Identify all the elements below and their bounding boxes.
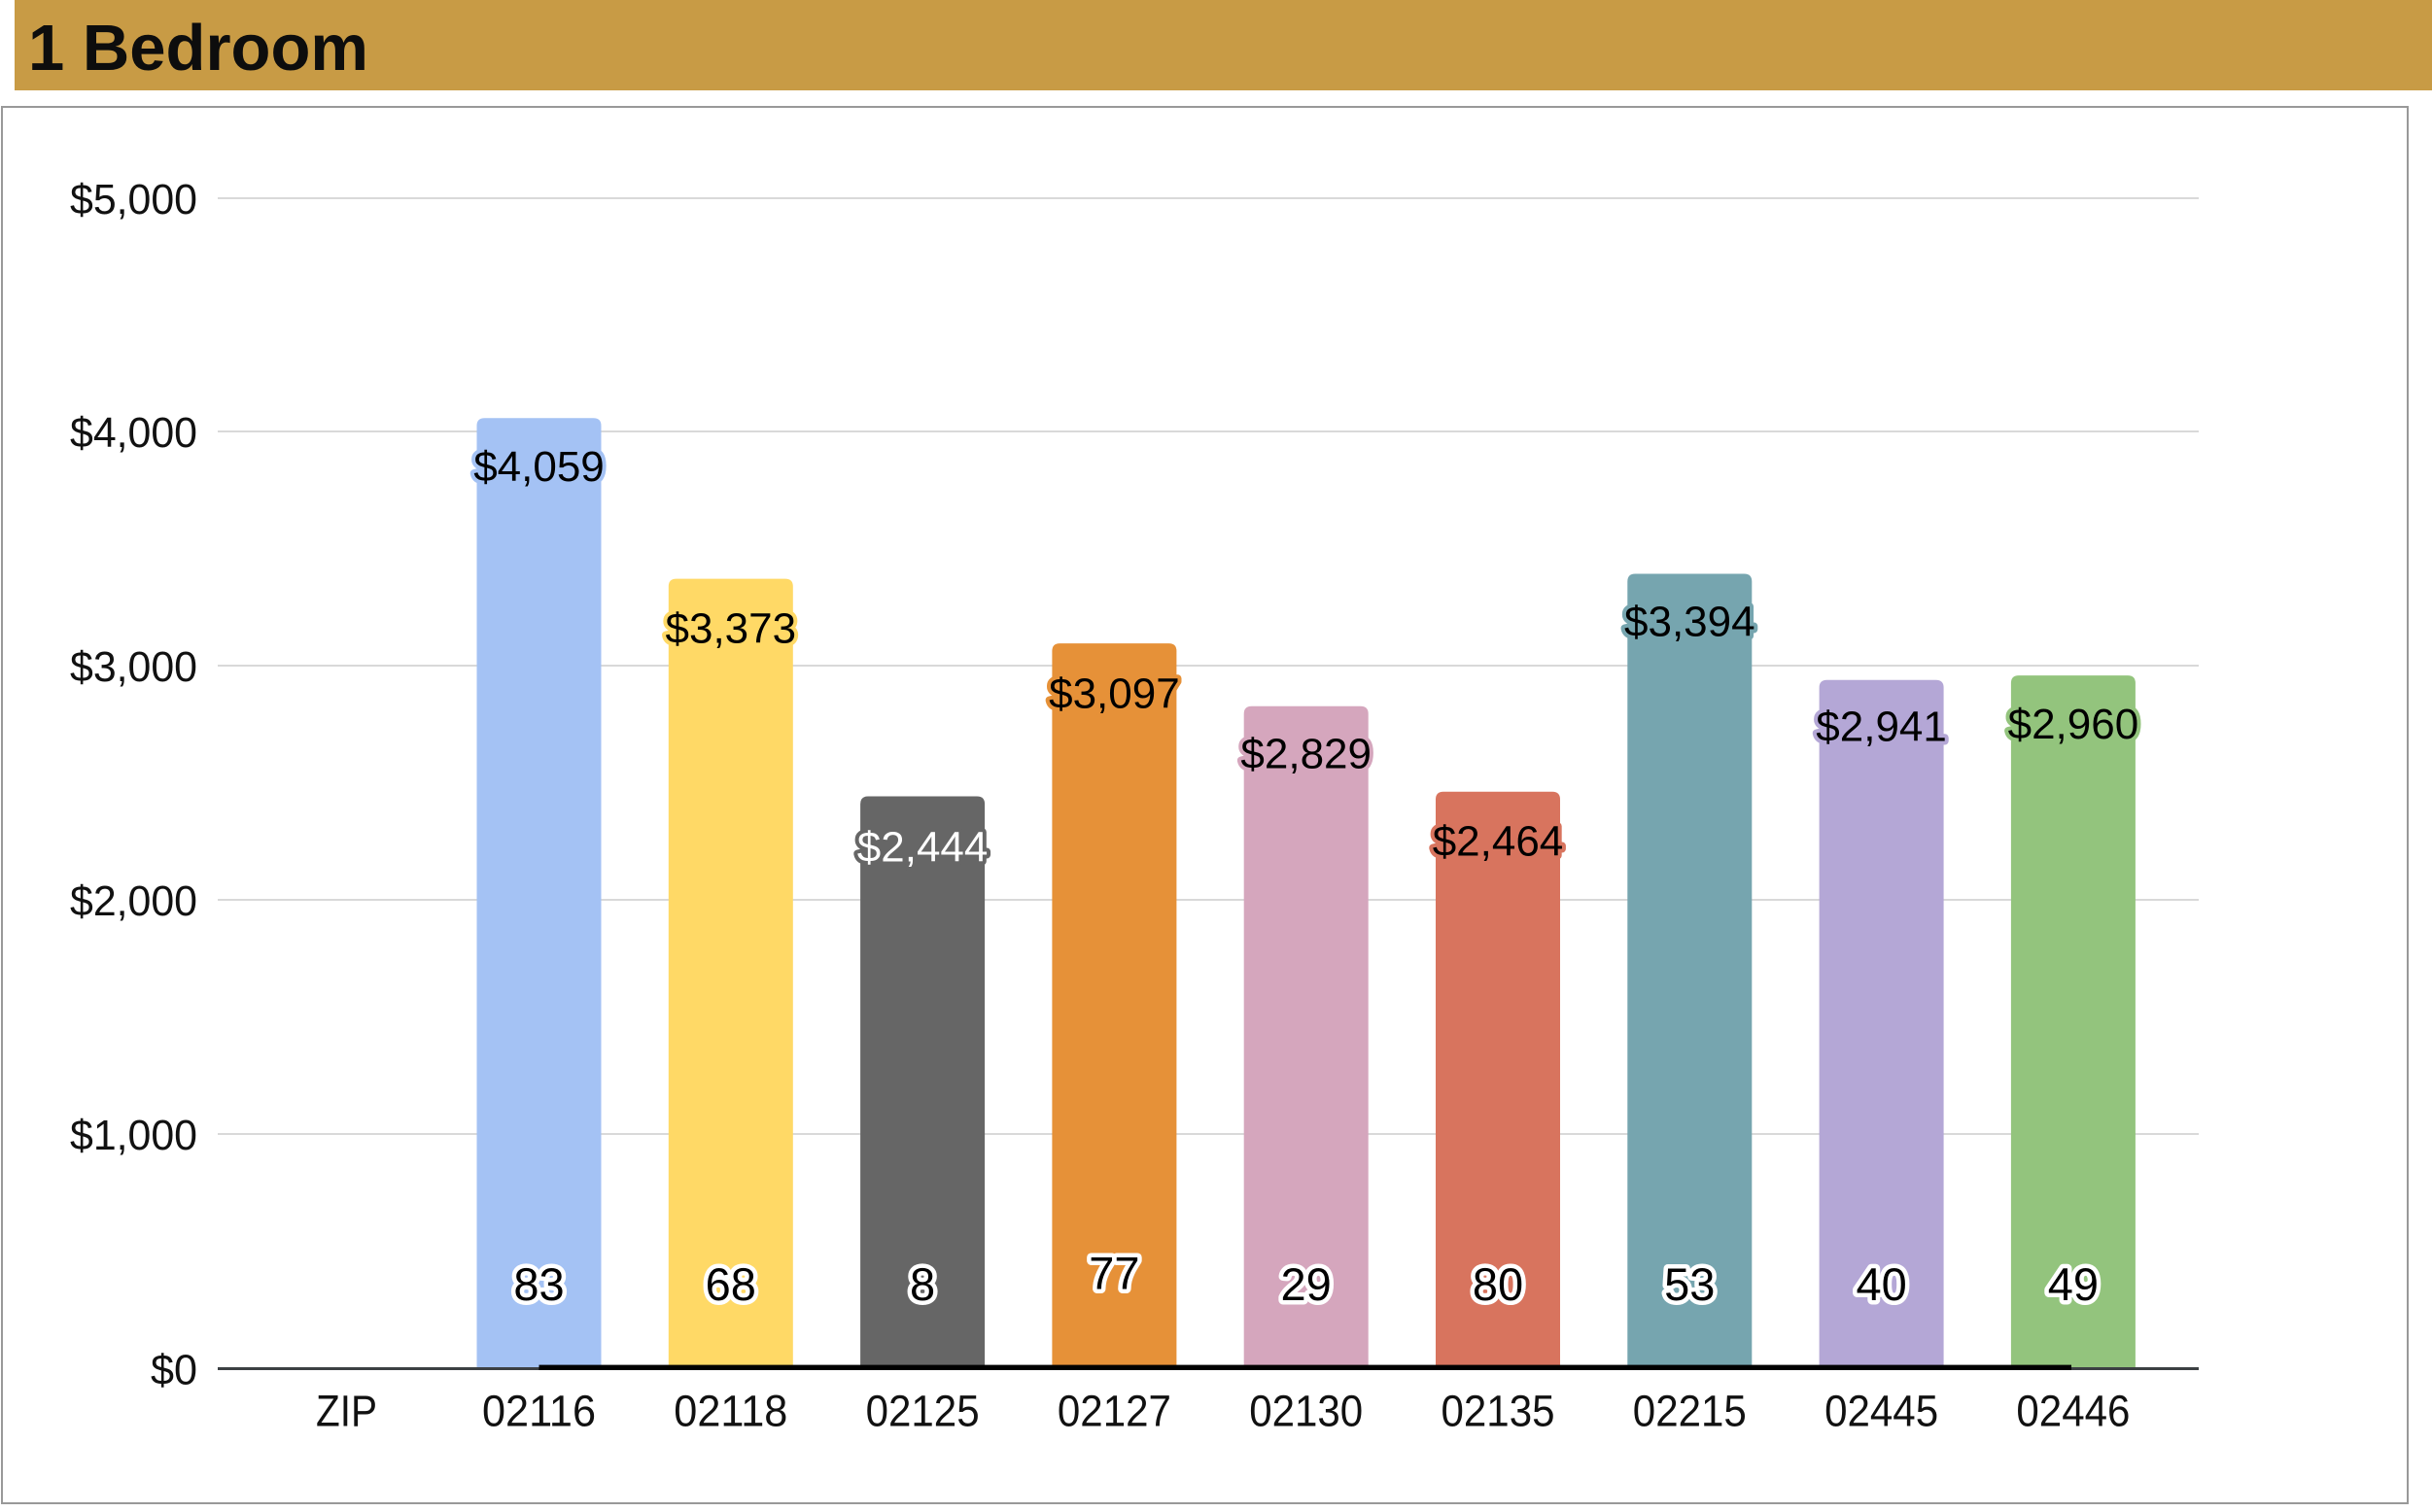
svg-text:$3,394: $3,394 <box>1624 599 1755 646</box>
svg-text:83: 83 <box>513 1258 564 1310</box>
svg-text:77: 77 <box>1089 1248 1139 1299</box>
svg-text:$2,000: $2,000 <box>70 877 197 925</box>
svg-text:$2,941: $2,941 <box>1816 704 1947 751</box>
svg-text:02118: 02118 <box>674 1387 787 1436</box>
svg-text:$2,444: $2,444 <box>857 824 989 872</box>
svg-text:02215: 02215 <box>1633 1387 1747 1436</box>
svg-text:$0: $0 <box>151 1347 197 1394</box>
svg-text:$4,000: $4,000 <box>70 409 197 457</box>
svg-text:02445: 02445 <box>1824 1387 1938 1436</box>
svg-text:ZIP: ZIP <box>316 1387 377 1436</box>
svg-text:53: 53 <box>1664 1258 1715 1310</box>
svg-text:29: 29 <box>1281 1258 1332 1310</box>
svg-text:49: 49 <box>2048 1258 2099 1310</box>
svg-text:$4,059: $4,059 <box>473 443 605 491</box>
svg-text:8: 8 <box>910 1258 935 1310</box>
svg-text:$2,960: $2,960 <box>2008 701 2139 748</box>
svg-text:$3,373: $3,373 <box>666 605 797 653</box>
svg-text:80: 80 <box>1473 1258 1523 1310</box>
svg-text:$3,097: $3,097 <box>1049 670 1180 718</box>
svg-text:02116: 02116 <box>482 1387 596 1436</box>
svg-text:02127: 02127 <box>1058 1387 1171 1436</box>
svg-text:1 Bedroom: 1 Bedroom <box>28 12 368 85</box>
svg-text:02135: 02135 <box>1442 1387 1555 1436</box>
svg-text:$1,000: $1,000 <box>70 1112 197 1159</box>
svg-text:$2,464: $2,464 <box>1433 818 1564 866</box>
svg-text:02446: 02446 <box>2016 1387 2130 1436</box>
svg-text:02125: 02125 <box>866 1387 980 1436</box>
svg-text:$2,829: $2,829 <box>1240 731 1372 778</box>
svg-text:68: 68 <box>706 1258 756 1310</box>
svg-text:40: 40 <box>1856 1258 1906 1310</box>
svg-text:$3,000: $3,000 <box>70 643 197 691</box>
svg-text:02130: 02130 <box>1249 1387 1363 1436</box>
svg-text:$5,000: $5,000 <box>70 176 197 223</box>
